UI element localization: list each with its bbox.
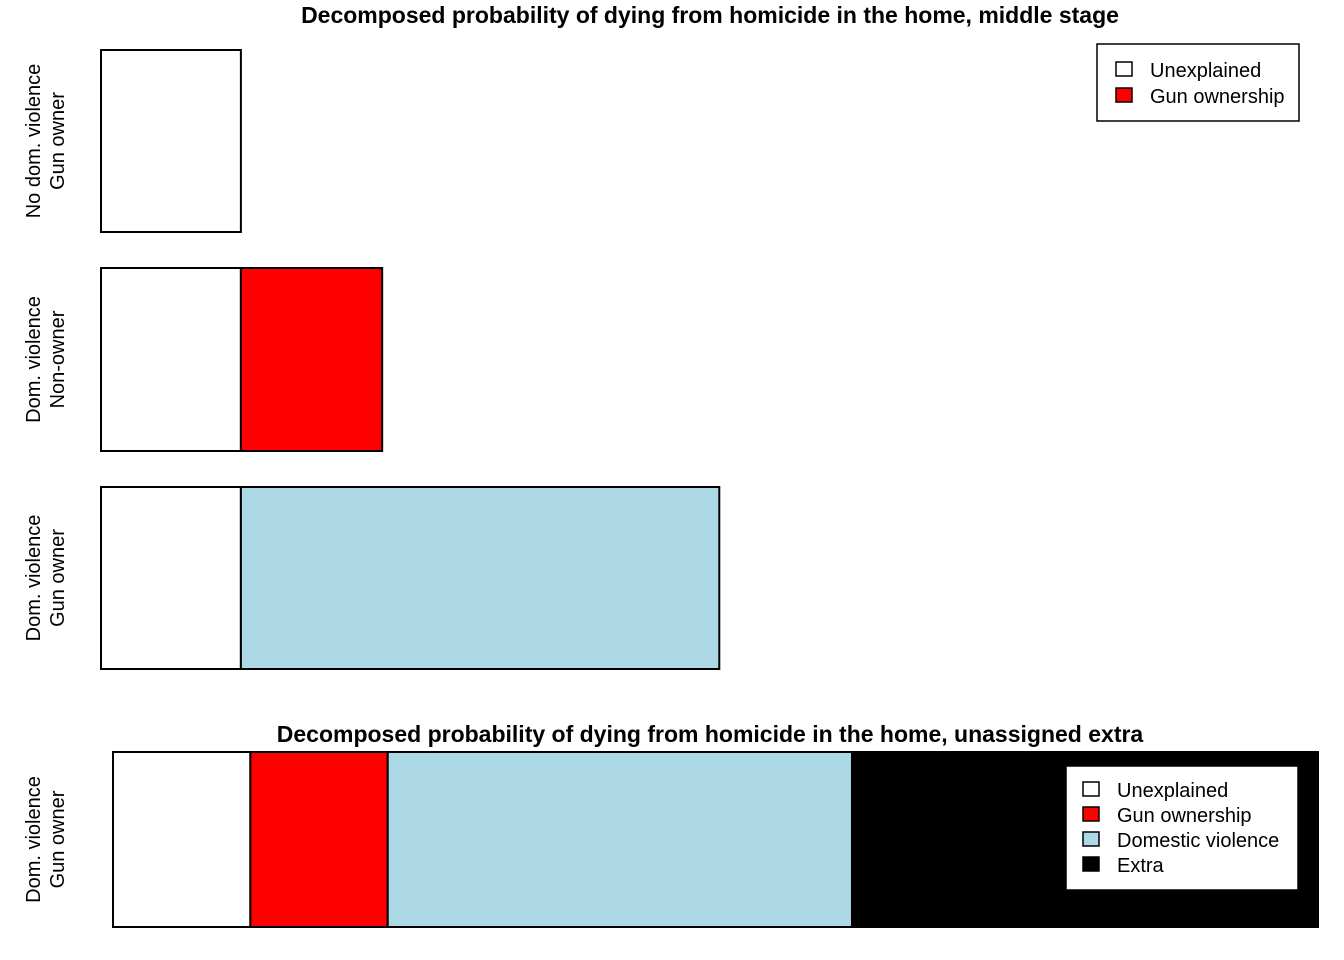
legend-key-unexplained (1082, 781, 1100, 797)
legend-key-unexplained (1115, 61, 1133, 77)
legend-box (1096, 43, 1300, 122)
bar-label-gun-owner: Gun owner (47, 529, 69, 627)
bar-label-dom-violence: Dom. violence (23, 776, 45, 903)
bar-label-non-owner: Non-owner (47, 310, 69, 408)
legend-label-unexplained: Unexplained (1150, 60, 1261, 82)
bar-label-dom-violence: Dom. violence (23, 515, 45, 642)
legend-label-gun-ownership: Gun ownership (1150, 86, 1285, 108)
bar-label-gun-owner: Gun owner (47, 92, 69, 190)
legend: Unexplained Gun ownership Domestic violenc… (1065, 765, 1299, 891)
legend-key-domestic-violence (1082, 831, 1100, 847)
legend: Unexplained Gun ownership (1096, 43, 1300, 122)
legend-key-gun-ownership (1115, 87, 1133, 103)
bar-dom-violence-gun-owner-unexplained (112, 751, 252, 928)
bars-group (112, 751, 1319, 928)
unassigned-extra-panel: Decomposed probability of dying from hom… (23, 721, 1319, 928)
legend-label-domestic-violence: Domestic violence (1117, 830, 1279, 852)
bar-label-gun-owner: Gun owner (47, 790, 69, 888)
legend-key-gun-ownership (1082, 806, 1100, 822)
chart-title-unassigned-extra: Decomposed probability of dying from hom… (277, 721, 1144, 747)
bar-dom-violence-gun-owner-domestic-violence (239, 486, 721, 670)
chart-title-middle-stage: Decomposed probability of dying from hom… (301, 2, 1119, 28)
legend-label-gun-ownership: Gun ownership (1117, 805, 1252, 827)
legend-label-unexplained: Unexplained (1117, 780, 1228, 802)
bar-dom-violence-gun-owner-unexplained (100, 486, 242, 670)
middle-stage-panel: Decomposed probability of dying from hom… (23, 2, 1300, 670)
bar-no-dom-violence-gun-owner-unexplained (100, 49, 242, 233)
legend-label-extra: Extra (1117, 855, 1165, 877)
legend-box (1065, 765, 1299, 891)
bar-dom-violence-non-owner-gun-ownership (239, 267, 384, 452)
legend-key-extra (1082, 856, 1100, 872)
bar-dom-violence-gun-owner-domestic-violence (386, 751, 853, 928)
bar-dom-violence-gun-owner-gun-ownership (249, 751, 389, 928)
bar-dom-violence-non-owner-unexplained (100, 267, 242, 452)
bar-label-dom-violence: Dom. violence (23, 296, 45, 423)
bar-label-no-dom-violence: No dom. violence (23, 64, 45, 219)
